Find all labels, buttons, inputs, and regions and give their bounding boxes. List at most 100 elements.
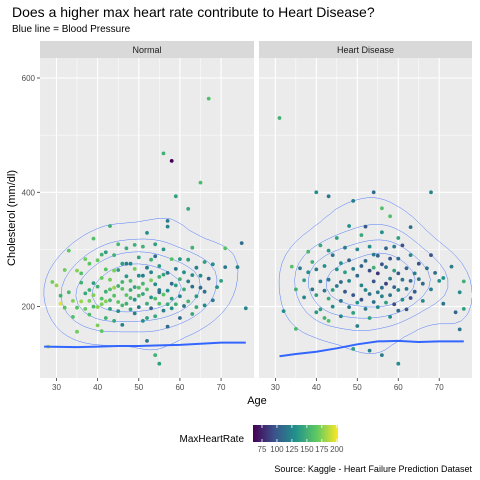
x-tick-label: 50 xyxy=(134,383,143,392)
bp-line-heart-disease xyxy=(279,339,464,358)
scatter-point xyxy=(351,293,356,297)
scatter-point xyxy=(75,305,79,310)
scatter-point xyxy=(215,285,219,289)
scatter-point xyxy=(58,301,63,306)
scatter-point xyxy=(190,273,195,277)
scatter-point xyxy=(99,276,104,280)
density-contour-normal xyxy=(43,217,239,351)
scatter-point xyxy=(363,224,368,229)
scatter-point xyxy=(128,307,133,312)
facet-strip-heart-disease xyxy=(259,41,472,58)
scatter-point xyxy=(314,190,319,195)
scatter-point xyxy=(136,255,141,260)
scatter-point xyxy=(380,230,384,235)
scatter-point xyxy=(66,290,71,295)
density-contour-heart-disease xyxy=(278,197,472,354)
scatter-point xyxy=(322,316,327,320)
scatter-point xyxy=(281,309,286,313)
scatter-point xyxy=(310,260,315,264)
scatter-point xyxy=(182,287,186,292)
scatter-point xyxy=(351,311,356,315)
scatter-point xyxy=(339,299,343,303)
scatter-point xyxy=(343,245,347,250)
scatter-point xyxy=(186,279,191,284)
scatter-point xyxy=(396,271,401,276)
scatter-point xyxy=(124,274,129,279)
scatter-point xyxy=(141,292,145,296)
scatter-point xyxy=(141,273,145,278)
scatter-point xyxy=(62,305,67,310)
scatter-point xyxy=(103,267,108,272)
scatter-point xyxy=(75,329,79,334)
chart-title: Does a higher max heart rate contribute … xyxy=(12,4,375,20)
scatter-point xyxy=(116,268,121,272)
scatter-point xyxy=(343,270,347,275)
color-legend: MaxHeartRate 75 100 125 150 175 200 xyxy=(180,425,344,454)
scatter-point xyxy=(71,315,75,319)
scatter-point xyxy=(318,279,323,284)
scatter-point xyxy=(157,290,162,295)
scatter-point xyxy=(87,261,92,266)
scatter-point xyxy=(392,268,397,273)
scatter-point xyxy=(194,305,199,309)
y-tick-label: 200 xyxy=(22,303,36,312)
scatter-point xyxy=(128,261,133,266)
scatter-point xyxy=(318,243,323,248)
scatter-point xyxy=(128,279,133,283)
scatter-point xyxy=(408,296,413,300)
scatter-point xyxy=(384,265,388,269)
scatter-point xyxy=(83,257,88,261)
facet-strip-label-heart-disease: Heart Disease xyxy=(337,45,394,55)
scatter-point xyxy=(314,267,319,272)
scatter-point xyxy=(120,261,125,266)
scatter-point xyxy=(375,305,380,309)
scatter-points-normal xyxy=(46,96,248,366)
scatter-point xyxy=(334,267,339,272)
scatter-point xyxy=(355,273,360,278)
scatter-point xyxy=(314,310,319,315)
scatter-point xyxy=(136,285,141,290)
scatter-point xyxy=(124,261,129,266)
scatter-point xyxy=(198,180,203,185)
density-contour-normal xyxy=(60,238,218,333)
scatter-point xyxy=(425,266,429,271)
scatter-point xyxy=(359,283,364,288)
scatter-point xyxy=(388,276,392,281)
scatter-point xyxy=(298,266,302,271)
x-tick-label: 50 xyxy=(353,383,362,392)
scatter-point xyxy=(99,329,104,333)
scatter-point xyxy=(103,299,108,304)
legend-colorbar xyxy=(253,425,338,442)
scatter-point xyxy=(108,307,112,311)
scatter-point xyxy=(165,324,170,329)
scatter-point xyxy=(371,279,376,284)
scatter-point xyxy=(289,264,294,269)
scatter-point xyxy=(153,353,158,357)
scatter-point xyxy=(363,259,368,263)
scatter-point xyxy=(404,266,409,271)
legend-ticks: 75 100 125 150 175 200 xyxy=(258,425,344,454)
scatter-point xyxy=(124,246,129,251)
scatter-point xyxy=(132,243,137,247)
scatter-point xyxy=(103,316,108,320)
scatter-point xyxy=(380,353,384,357)
scatter-point xyxy=(359,233,364,238)
scatter-point xyxy=(136,305,141,309)
scatter-point xyxy=(83,307,88,311)
scatter-point xyxy=(404,287,409,291)
scatter-point xyxy=(165,302,170,307)
scatter-point xyxy=(141,281,145,286)
scatter-point xyxy=(157,264,162,268)
scatter-point xyxy=(165,288,170,293)
scatter-point xyxy=(132,311,137,316)
scatter-point xyxy=(429,287,433,292)
scatter-point xyxy=(178,316,182,320)
scatter-point xyxy=(326,296,331,301)
scatter-point xyxy=(314,293,319,297)
scatter-point xyxy=(294,327,298,331)
scatter-point xyxy=(380,285,384,290)
scatter-point xyxy=(128,296,133,300)
x-tick-label: 70 xyxy=(435,383,444,392)
scatter-point xyxy=(302,295,306,300)
